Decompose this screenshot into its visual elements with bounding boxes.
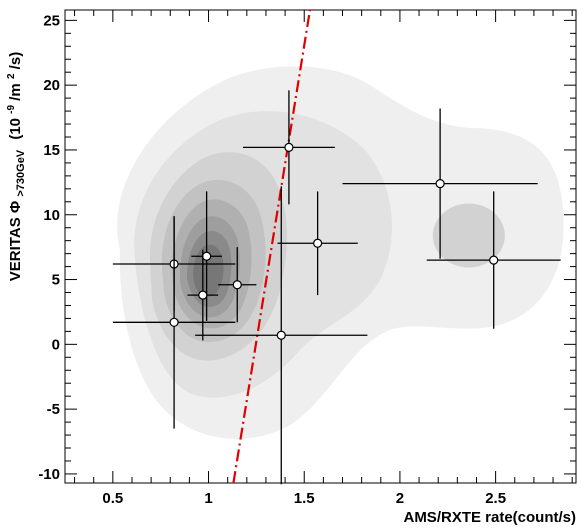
data-point-7 [277,191,358,296]
plot-frame [64,9,577,484]
x-tick-label: 2 [396,490,404,507]
axes: 0.5 1 1.5 2 2.5 -10 -5 0 5 10 15 20 25 [38,10,576,507]
y-tick-label: 5 [52,272,60,289]
y-tick-label: 0 [52,336,60,353]
point-marker [313,238,323,248]
density-contours [117,66,564,439]
point-marker [169,317,179,327]
data-points [112,90,561,485]
y-tick-label: -10 [38,466,60,483]
data-point-5 [112,216,236,429]
point-marker [284,142,294,152]
data-point-6 [242,90,335,205]
y-axis-label: VERITAS Φ >730GeV (10 -9 /m 2 /s) [1,52,28,281]
contour-right-inner [432,203,505,268]
x-tick-label: 1.5 [294,490,315,507]
x-tick-label: 1 [204,490,212,507]
point-marker [435,179,445,189]
fit-line [232,9,312,484]
x-axis-label: AMS/RXTE rate(count/s) [403,509,576,526]
point-marker [202,251,212,261]
fit-line-group [232,9,312,484]
contour-level-8 [193,244,224,297]
data-point-2 [191,191,222,322]
x-tick-label: 0.5 [102,490,123,507]
data-point-4 [218,247,257,323]
data-point-9 [342,108,538,259]
data-point-10 [426,191,561,329]
y-tick-label: 15 [43,142,60,159]
point-marker [232,280,242,290]
y-tick-label: 10 [43,207,60,224]
point-marker [276,330,286,340]
point-marker [198,290,208,300]
point-marker [489,255,499,265]
data-point-8 [195,186,368,485]
y-tick-label: 20 [43,77,60,94]
x-tick-label: 2.5 [485,490,506,507]
data-point-3 [187,249,219,341]
y-tick-label: -5 [47,401,60,418]
y-tick-label: 25 [43,12,60,29]
